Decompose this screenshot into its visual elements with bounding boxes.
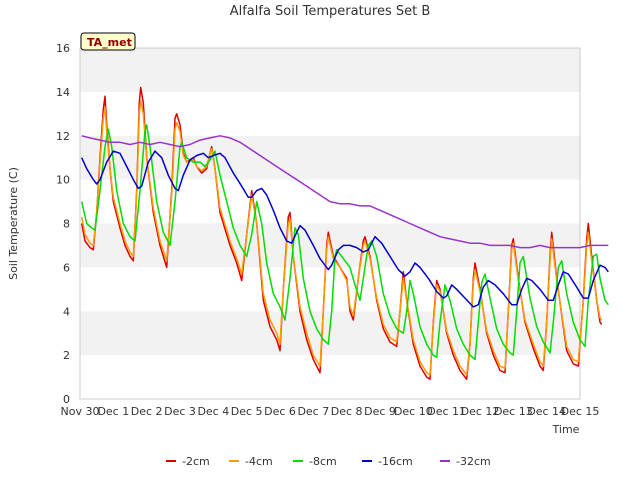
- y-tick-label: 14: [56, 86, 70, 99]
- legend-label: -32cm: [456, 455, 491, 468]
- x-tick-label: Dec 13: [494, 405, 533, 418]
- station-badge-label: TA_met: [87, 36, 132, 49]
- station-badge: TA_met: [80, 32, 136, 51]
- x-tick-label: Dec 1: [97, 405, 129, 418]
- series-line-minus-8cm: [80, 124, 609, 361]
- x-tick-label: Dec 14: [527, 405, 566, 418]
- x-tick-label: Dec 12: [461, 405, 500, 418]
- legend-label: -8cm: [309, 455, 337, 468]
- y-axis-label: Soil Temperature (C): [7, 167, 20, 280]
- grid-band: [80, 135, 580, 180]
- x-tick-label: Dec 2: [131, 405, 163, 418]
- legend-label: -4cm: [245, 455, 273, 468]
- x-tick-label: Nov 30: [61, 405, 100, 418]
- x-tick-label: Dec 3: [164, 405, 196, 418]
- grid-band: [80, 91, 580, 136]
- x-tick-label: Dec 11: [427, 405, 466, 418]
- plot-area: [79, 47, 581, 400]
- series-line-minus-16cm: [81, 150, 609, 308]
- x-tick-label: Dec 5: [231, 405, 263, 418]
- legend-label: -16cm: [378, 455, 413, 468]
- x-tick-label: Dec 15: [561, 405, 600, 418]
- x-tick-label: Dec 9: [364, 405, 396, 418]
- y-tick-label: 4: [63, 305, 70, 318]
- y-axis-ticks: 0 2 4 6 8 10 12 14 16: [56, 42, 70, 406]
- x-tick-label: Dec 7: [297, 405, 329, 418]
- x-tick-label: Dec 6: [264, 405, 296, 418]
- legend: -2cm -4cm -8cm -16cm -32cm: [166, 455, 491, 468]
- series-lines: [80, 86, 609, 381]
- x-axis-label: Time: [552, 423, 580, 436]
- y-tick-label: 0: [63, 393, 70, 406]
- grid-band: [80, 48, 580, 92]
- x-tick-label: Dec 4: [197, 405, 229, 418]
- y-tick-label: 10: [56, 174, 70, 187]
- y-tick-label: 12: [56, 130, 70, 143]
- y-tick-label: 6: [63, 261, 70, 274]
- chart-title: Alfalfa Soil Temperatures Set B: [230, 4, 431, 19]
- grid-band: [80, 267, 580, 312]
- x-tick-label: Dec 10: [394, 405, 433, 418]
- x-tick-label: Dec 8: [331, 405, 363, 418]
- y-tick-label: 2: [63, 349, 70, 362]
- y-tick-label: 8: [63, 218, 70, 231]
- legend-label: -2cm: [182, 455, 210, 468]
- station-badge-box: [80, 32, 136, 51]
- y-tick-label: 16: [56, 42, 70, 55]
- series-line-minus-32cm: [81, 135, 609, 249]
